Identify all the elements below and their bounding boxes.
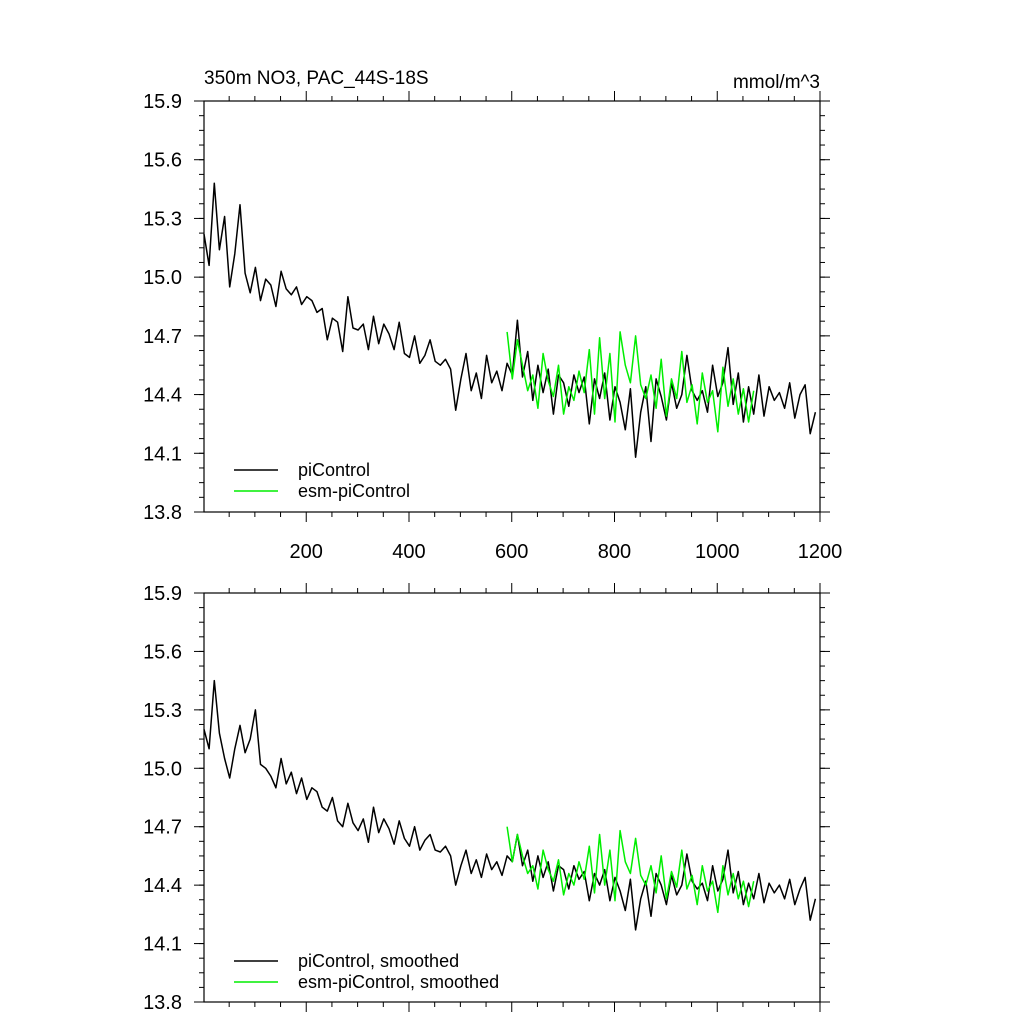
top-panel-series bbox=[203, 182, 817, 458]
x-tick-label: 200 bbox=[290, 541, 323, 563]
series-line-picontrol bbox=[203, 182, 817, 458]
top-panel-units: mmol/m^3 bbox=[733, 72, 820, 93]
series-line-esm-picontrol-smoothed bbox=[506, 826, 755, 914]
y-tick-label: 14.1 bbox=[143, 934, 182, 956]
y-tick-label: 15.3 bbox=[143, 208, 182, 230]
bottom-panel-legend: piControl, smoothed esm-piControl, smoot… bbox=[234, 951, 499, 992]
y-tick-label: 13.8 bbox=[143, 992, 182, 1014]
top-panel: 350m NO3, PAC_44S-18S mmol/m^3 13.814.11… bbox=[143, 68, 842, 563]
y-tick-label: 14.1 bbox=[143, 443, 182, 465]
bottom-panel-series bbox=[203, 679, 817, 931]
x-tick-label: 1200 bbox=[798, 541, 843, 563]
top-panel-ticks: 13.8 14.1 14.4 14.7 15.0 15.3 15.6 15.9 200 400 60… bbox=[143, 91, 842, 563]
top-panel-frame bbox=[203, 100, 821, 513]
x-tick-label: 400 bbox=[392, 541, 425, 563]
y-tick-label: 15.0 bbox=[143, 267, 182, 289]
y-tick-label: 15.6 bbox=[143, 641, 182, 663]
x-tick-label: 1000 bbox=[695, 541, 740, 563]
legend-label-picontrol: piControl bbox=[298, 460, 370, 480]
top-panel-legend: piControl esm-piControl bbox=[234, 460, 410, 501]
bottom-panel-frame bbox=[203, 592, 821, 1003]
y-tick-label: 15.6 bbox=[143, 150, 182, 172]
y-tick-label: 13.8 bbox=[143, 502, 182, 524]
legend-label-picontrol-smoothed: piControl, smoothed bbox=[298, 951, 459, 971]
y-tick-label: 15.0 bbox=[143, 758, 182, 780]
top-panel-title: 350m NO3, PAC_44S-18S bbox=[204, 68, 429, 89]
y-tick-label: 15.3 bbox=[143, 700, 182, 722]
y-tick-label: 14.7 bbox=[143, 817, 182, 839]
bottom-panel: 13.8 14.1 14.4 14.7 15.0 15.3 15.6 15.9 piContr… bbox=[143, 583, 830, 1014]
bottom-panel-ticks: 13.8 14.1 14.4 14.7 15.0 15.3 15.6 15.9 bbox=[143, 583, 830, 1014]
y-tick-label: 15.9 bbox=[143, 583, 182, 605]
y-tick-label: 14.7 bbox=[143, 326, 182, 348]
y-tick-label: 14.4 bbox=[143, 875, 182, 897]
y-tick-label: 15.9 bbox=[143, 91, 182, 113]
series-line-picontrol-smoothed bbox=[203, 679, 817, 931]
legend-label-esm-picontrol-smoothed: esm-piControl, smoothed bbox=[298, 972, 499, 992]
x-tick-label: 800 bbox=[598, 541, 631, 563]
y-tick-label: 14.4 bbox=[143, 385, 182, 407]
legend-label-esm-picontrol: esm-piControl bbox=[298, 481, 410, 501]
x-tick-label: 600 bbox=[495, 541, 528, 563]
series-line-esm-picontrol bbox=[506, 331, 755, 433]
